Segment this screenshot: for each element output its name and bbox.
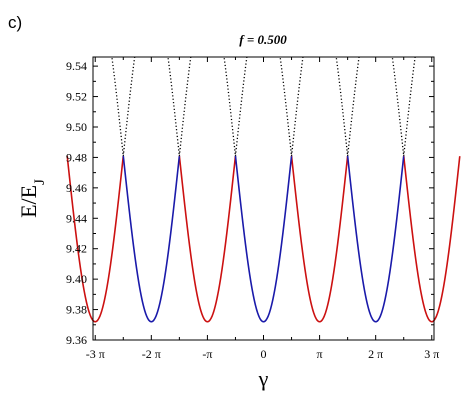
dotted-branch-4-1 (178, 57, 192, 156)
blue-branch-1 (234, 155, 293, 323)
dotted-branch-5-1 (290, 57, 304, 156)
x-tick-label-3: 0 (261, 347, 267, 361)
y-tick-label-4: 9.44 (66, 211, 87, 225)
y-tick-label-9: 9.54 (66, 59, 87, 73)
red-branch-3 (402, 155, 461, 323)
dotted-branch-0-1 (122, 57, 136, 156)
y-tick-label-5: 9.46 (66, 181, 87, 195)
dotted-branch-3-0 (391, 57, 405, 156)
y-tick-label-2: 9.40 (66, 272, 87, 286)
y-tick-label-8: 9.52 (66, 90, 87, 104)
y-axis-label: E/EJ (16, 179, 48, 218)
blue-branch-0 (122, 155, 181, 323)
y-tick-label-0: 9.36 (66, 333, 87, 347)
y-tick-label-3: 9.42 (66, 242, 87, 256)
dotted-branch-2-1 (346, 57, 360, 156)
dotted-branch-6-1 (403, 57, 416, 156)
plot-frame (92, 56, 435, 341)
dotted-branch-2-0 (279, 57, 293, 156)
chart-title: f = 0.500 (239, 32, 287, 47)
panel-label: c) (8, 13, 22, 32)
dotted-branch-6-0 (335, 57, 349, 156)
x-tick-label-5: 2 π (368, 347, 383, 361)
dotted-branches (111, 57, 416, 156)
red-branch-0 (66, 155, 125, 323)
y-tick-label-1: 9.38 (66, 303, 87, 317)
dotted-branch-1-0 (167, 57, 180, 156)
dotted-branch-1-1 (234, 57, 248, 156)
x-tick-label-1: -2 π (142, 347, 161, 361)
ticks-layer: -3 π -2 π -π 0 π 2 π 3 π 9.36 9.38 9.40 9.42 9.44 9.… (66, 57, 439, 361)
red-branch-1 (178, 155, 237, 323)
x-tick-label-0: -3 π (86, 347, 105, 361)
x-tick-label-6: 3 π (424, 347, 439, 361)
red-branch-2 (290, 155, 349, 323)
dotted-branch-5-0 (223, 57, 237, 156)
blue-branch-2 (346, 155, 405, 323)
dotted-branch-4-0 (111, 57, 124, 156)
x-tick-label-2: -π (202, 347, 212, 361)
y-tick-label-6: 9.48 (66, 150, 87, 164)
curves-layer (66, 57, 461, 323)
x-axis-label: γ (258, 366, 269, 391)
y-tick-label-7: 9.50 (66, 120, 87, 134)
x-tick-label-4: π (317, 347, 323, 361)
